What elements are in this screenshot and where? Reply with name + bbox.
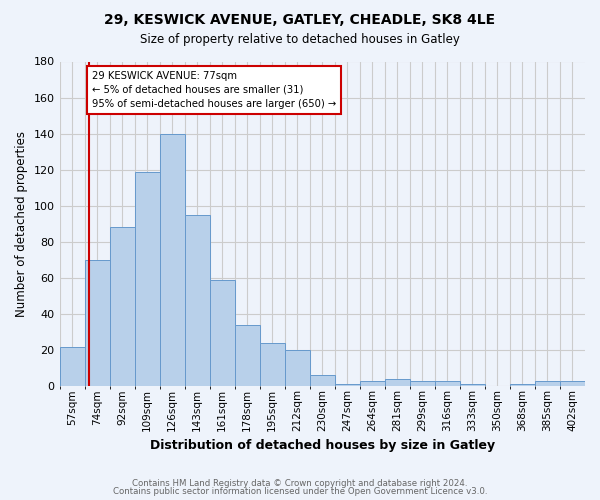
Bar bbox=[360, 381, 385, 386]
Bar bbox=[160, 134, 185, 386]
Bar bbox=[435, 381, 460, 386]
Bar bbox=[460, 384, 485, 386]
Bar bbox=[310, 376, 335, 386]
Bar bbox=[235, 325, 260, 386]
Bar bbox=[335, 384, 360, 386]
Bar bbox=[110, 228, 134, 386]
Bar bbox=[134, 172, 160, 386]
Y-axis label: Number of detached properties: Number of detached properties bbox=[15, 131, 28, 317]
Bar bbox=[59, 346, 85, 387]
Bar bbox=[410, 381, 435, 386]
Bar bbox=[85, 260, 110, 386]
Bar bbox=[209, 280, 235, 386]
Bar bbox=[560, 381, 585, 386]
Text: 29 KESWICK AVENUE: 77sqm
← 5% of detached houses are smaller (31)
95% of semi-de: 29 KESWICK AVENUE: 77sqm ← 5% of detache… bbox=[92, 70, 336, 108]
Text: Size of property relative to detached houses in Gatley: Size of property relative to detached ho… bbox=[140, 32, 460, 46]
X-axis label: Distribution of detached houses by size in Gatley: Distribution of detached houses by size … bbox=[150, 440, 495, 452]
Bar bbox=[260, 343, 285, 386]
Text: Contains HM Land Registry data © Crown copyright and database right 2024.: Contains HM Land Registry data © Crown c… bbox=[132, 478, 468, 488]
Bar bbox=[185, 215, 209, 386]
Bar bbox=[510, 384, 535, 386]
Bar bbox=[385, 379, 410, 386]
Text: 29, KESWICK AVENUE, GATLEY, CHEADLE, SK8 4LE: 29, KESWICK AVENUE, GATLEY, CHEADLE, SK8… bbox=[104, 12, 496, 26]
Bar bbox=[535, 381, 560, 386]
Bar bbox=[285, 350, 310, 387]
Text: Contains public sector information licensed under the Open Government Licence v3: Contains public sector information licen… bbox=[113, 487, 487, 496]
